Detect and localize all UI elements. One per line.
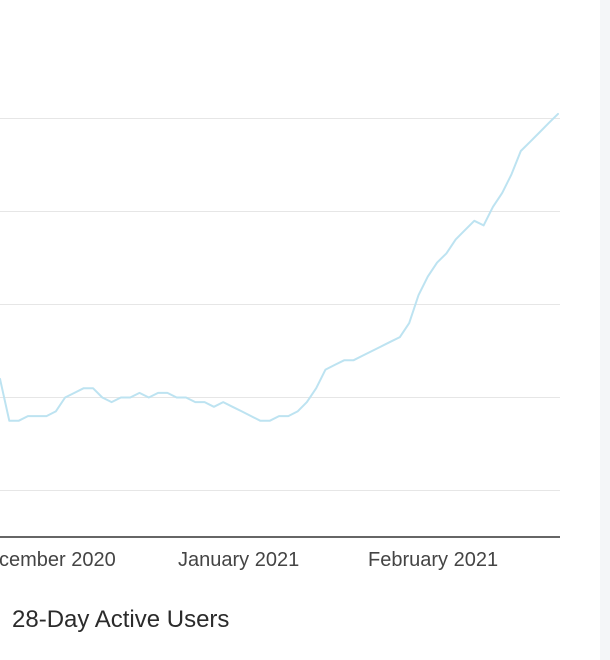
x-tick-label: February 2021 <box>368 549 498 571</box>
legend-label: 28-Day Active Users <box>12 606 230 633</box>
x-tick-label: January 2021 <box>178 549 299 571</box>
line-chart-plot: cember 2020 January 2021 February 2021 <box>0 112 560 571</box>
x-tick-label: cember 2020 <box>0 549 116 571</box>
series-line-28-day-active-users <box>0 112 559 422</box>
right-rail <box>600 0 610 660</box>
grid-lines <box>0 118 560 491</box>
